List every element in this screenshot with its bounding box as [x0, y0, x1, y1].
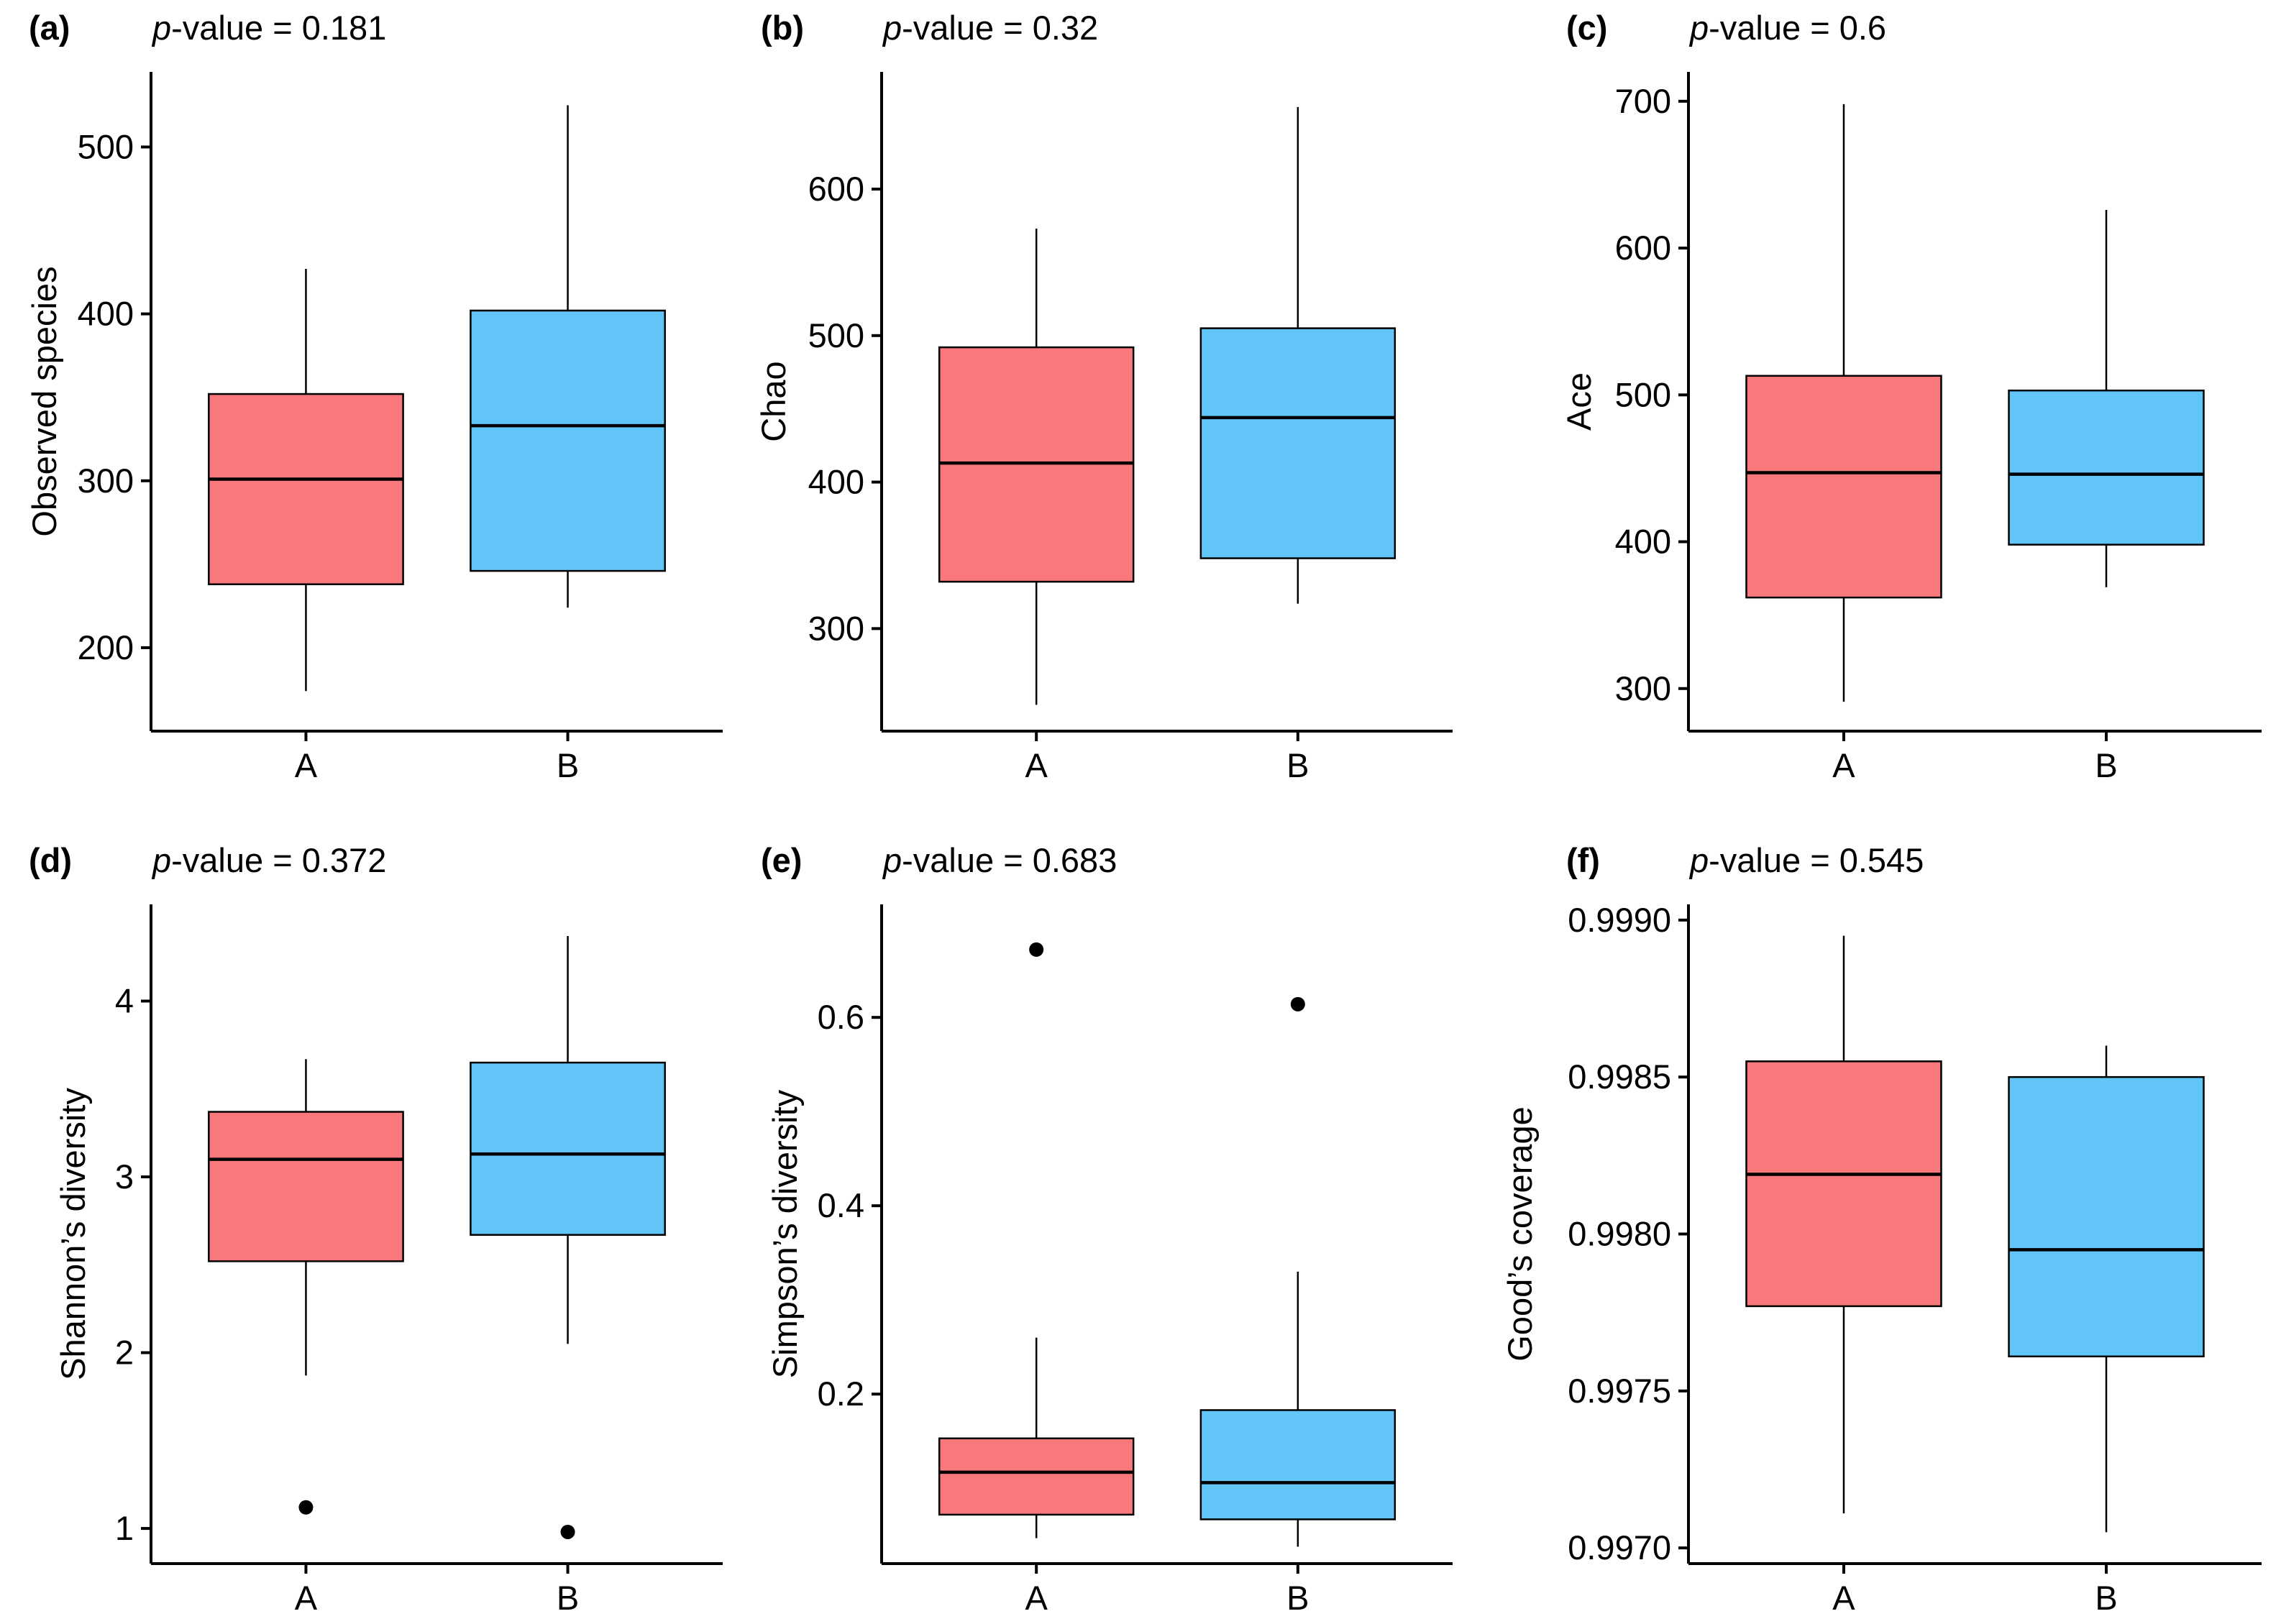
- pvalue-label: p-value = 0.372: [151, 841, 386, 879]
- y-tick-label: 0.9975: [1568, 1372, 1671, 1410]
- y-tick-label: 300: [1615, 669, 1671, 707]
- y-tick-label: 0.9970: [1568, 1528, 1671, 1566]
- y-tick-label: 3: [115, 1157, 134, 1196]
- outlier-point: [560, 1524, 575, 1539]
- pvalue-label: p-value = 0.545: [1688, 841, 1924, 879]
- y-tick-label: 0.6: [818, 998, 864, 1036]
- box-B: [1199, 1409, 1397, 1520]
- panel-d: (d) p-value = 0.372 Shannon’s diversity 1 2 3…: [29, 841, 723, 1617]
- x-tick-label: A: [1025, 746, 1048, 784]
- y-tick-label: 0.9980: [1568, 1215, 1671, 1253]
- x-tick-label: B: [557, 746, 579, 784]
- pvalue-label: p-value = 0.6: [1688, 9, 1886, 47]
- x-tick-label: A: [1025, 1579, 1048, 1617]
- x-tick-label: A: [1832, 746, 1855, 784]
- y-tick-label: 400: [78, 295, 134, 333]
- outlier-point: [1029, 942, 1044, 957]
- y-axis-label: Observed species: [25, 266, 63, 536]
- y-tick-label: 500: [78, 127, 134, 165]
- panel-letter: (a): [29, 9, 70, 47]
- y-tick-label: 300: [78, 462, 134, 500]
- x-tick-label: B: [1286, 1579, 1309, 1617]
- panel-letter: (e): [761, 841, 802, 879]
- x-tick-label: B: [1286, 746, 1309, 784]
- box-B: [2008, 389, 2205, 546]
- pvalue-label: p-value = 0.683: [882, 841, 1117, 879]
- box-A: [938, 1437, 1135, 1516]
- box-A: [208, 393, 404, 585]
- outlier-point: [298, 1500, 314, 1515]
- box-B: [1199, 327, 1397, 559]
- panel-letter: (b): [761, 9, 804, 47]
- y-axis-label: Good’s coverage: [1501, 1106, 1539, 1361]
- box-A: [1745, 1060, 1942, 1308]
- y-tick-label: 0.2: [818, 1375, 864, 1413]
- y-tick-label: 400: [808, 463, 864, 501]
- y-tick-label: 200: [78, 628, 134, 666]
- y-tick-label: 2: [115, 1334, 134, 1372]
- y-axis-label: Simpson’s diversity: [766, 1089, 804, 1378]
- y-tick-label: 500: [808, 316, 864, 354]
- box-B: [2008, 1075, 2205, 1358]
- box-A: [208, 1111, 404, 1262]
- panel-b: (b) p-value = 0.32 Chao 300 400 500 600 A B: [754, 9, 1453, 784]
- panel-letter: (d): [29, 841, 72, 879]
- x-tick-label: B: [2095, 1579, 2117, 1617]
- y-tick-label: 4: [115, 981, 134, 1019]
- y-axis-label: Shannon’s diversity: [54, 1088, 92, 1380]
- panel-e: (e) p-value = 0.683 Simpson’s diversity 0.2…: [761, 841, 1453, 1617]
- y-tick-label: 400: [1615, 523, 1671, 561]
- panel-a: (a) p-value = 0.181 Observed species 200 300…: [25, 9, 723, 784]
- y-tick-label: 600: [808, 170, 864, 208]
- x-tick-label: A: [295, 1579, 318, 1617]
- box-B: [470, 1061, 666, 1236]
- panel-f: (f) p-value = 0.545 Good’s coverage 0.9970 0…: [1501, 841, 2262, 1617]
- y-axis-label: Chao: [754, 361, 792, 441]
- pvalue-label: p-value = 0.181: [151, 9, 386, 47]
- y-tick-label: 600: [1615, 229, 1671, 267]
- panel-c: (c) p-value = 0.6 Ace 300 400 500 600 700 A B: [1560, 9, 2262, 784]
- panel-letter: (f): [1566, 841, 1600, 879]
- y-tick-label: 1: [115, 1509, 134, 1547]
- panel-letter: (c): [1566, 9, 1607, 47]
- pvalue-label: p-value = 0.32: [882, 9, 1098, 47]
- x-tick-label: B: [557, 1579, 579, 1617]
- y-tick-label: 0.9990: [1568, 901, 1671, 939]
- outlier-point: [1290, 996, 1305, 1011]
- box-A: [1745, 375, 1942, 599]
- x-tick-label: B: [2095, 746, 2117, 784]
- y-axis-label: Ace: [1560, 372, 1598, 431]
- y-tick-label: 0.4: [818, 1186, 864, 1224]
- y-tick-label: 300: [808, 609, 864, 647]
- y-tick-label: 0.9985: [1568, 1058, 1671, 1096]
- box-B: [470, 309, 666, 572]
- y-tick-label: 500: [1615, 375, 1671, 413]
- x-tick-label: A: [295, 746, 318, 784]
- x-tick-label: A: [1832, 1579, 1855, 1617]
- y-tick-label: 700: [1615, 82, 1671, 120]
